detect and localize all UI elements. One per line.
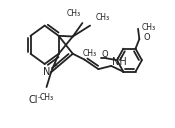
Text: Cl⁻: Cl⁻ — [29, 95, 44, 105]
Text: CH₃: CH₃ — [142, 23, 156, 32]
Text: CH₃: CH₃ — [95, 13, 109, 22]
Text: CH₃: CH₃ — [40, 93, 54, 102]
Text: O: O — [102, 50, 108, 59]
Text: CH₃: CH₃ — [83, 49, 97, 58]
Text: O: O — [143, 33, 150, 42]
Text: +: + — [51, 61, 57, 70]
Text: N: N — [43, 67, 50, 77]
Text: NH: NH — [113, 57, 127, 67]
Text: CH₃: CH₃ — [67, 9, 81, 18]
